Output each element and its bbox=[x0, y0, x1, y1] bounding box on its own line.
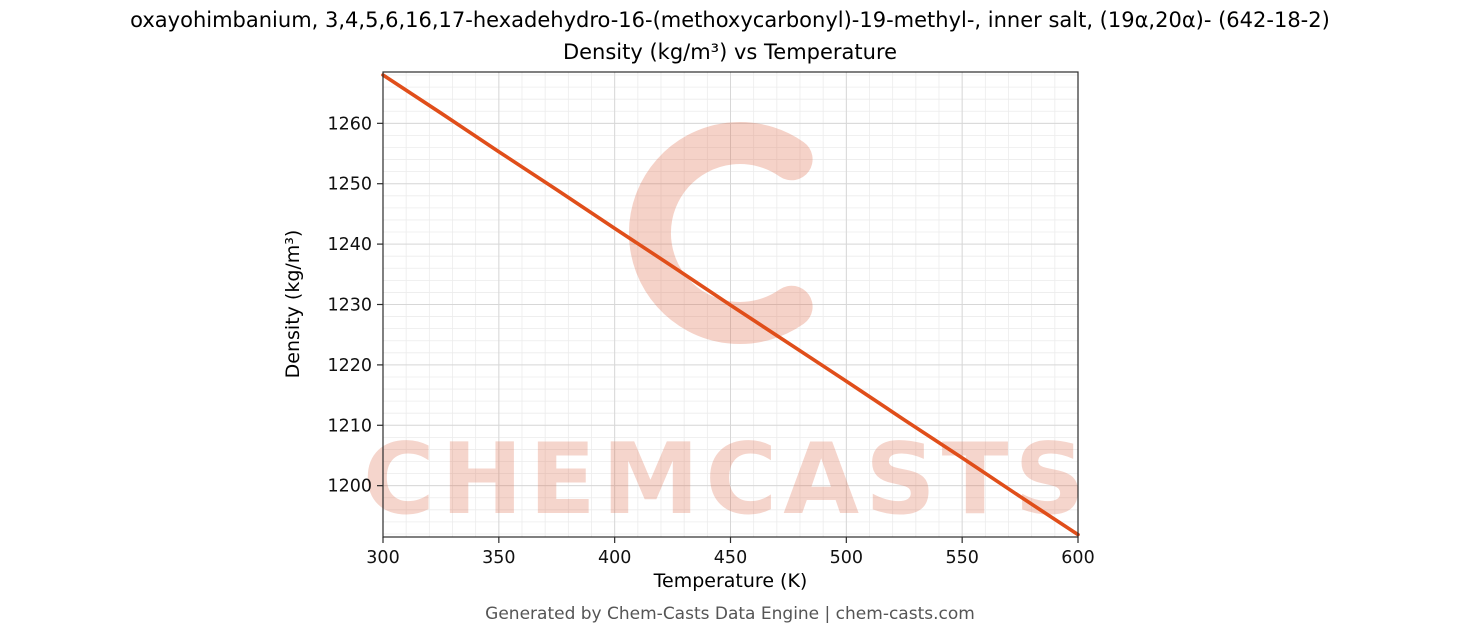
svg-text:1220: 1220 bbox=[327, 356, 372, 376]
svg-text:350: 350 bbox=[482, 548, 515, 568]
svg-text:400: 400 bbox=[598, 548, 631, 568]
svg-text:1210: 1210 bbox=[327, 416, 372, 436]
chart-subtitle: Density (kg/m³) vs Temperature bbox=[562, 40, 898, 64]
svg-text:CHEMCASTS: CHEMCASTS bbox=[363, 423, 1091, 537]
footer-attribution: Generated by Chem-Casts Data Engine | ch… bbox=[485, 604, 975, 624]
svg-text:450: 450 bbox=[714, 548, 747, 568]
svg-text:1200: 1200 bbox=[327, 477, 372, 497]
svg-text:1240: 1240 bbox=[327, 235, 372, 255]
svg-text:300: 300 bbox=[366, 548, 399, 568]
svg-text:1250: 1250 bbox=[327, 175, 372, 195]
svg-text:500: 500 bbox=[830, 548, 863, 568]
x-axis-label: Temperature (K) bbox=[653, 570, 808, 592]
svg-text:1230: 1230 bbox=[327, 296, 372, 316]
watermark-logo: CHEMCASTS bbox=[363, 122, 1091, 537]
y-axis-label: Density (kg/m³) bbox=[282, 229, 304, 379]
svg-text:550: 550 bbox=[945, 548, 978, 568]
svg-text:1260: 1260 bbox=[327, 114, 372, 134]
chart-title: oxayohimbanium, 3,4,5,6,16,17-hexadehydr… bbox=[130, 8, 1330, 32]
svg-text:600: 600 bbox=[1061, 548, 1094, 568]
